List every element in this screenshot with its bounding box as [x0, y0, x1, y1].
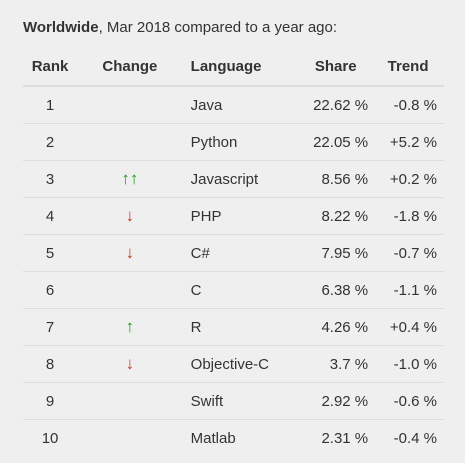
- language-cell: Python: [182, 123, 300, 161]
- table-row: 2 Python 22.05 % +5.2 %: [23, 123, 444, 161]
- rank-cell: 7: [23, 308, 78, 346]
- table-row: 4 ↓ PHP 8.22 % -1.8 %: [23, 197, 444, 235]
- double-up-arrow-icon: ↑↑: [121, 169, 139, 188]
- table-row: 6 C 6.38 % -1.1 %: [23, 271, 444, 309]
- rank-cell: 10: [41, 429, 59, 447]
- share-cell: 22.05 %: [299, 123, 373, 161]
- caption-text: , Mar 2018 compared to a year ago:: [98, 19, 338, 36]
- change-cell: ↑↑: [77, 160, 183, 198]
- share-cell: 3.7 %: [299, 345, 373, 383]
- language-cell: Java: [182, 86, 300, 124]
- change-cell: [77, 86, 183, 124]
- rank-cell: 3: [23, 160, 78, 198]
- rank-cell: 6: [23, 271, 78, 309]
- trend-cell: -0.4 %: [393, 429, 437, 447]
- share-cell: 8.22 %: [299, 197, 373, 235]
- language-cell: Matlab: [190, 429, 236, 447]
- change-cell: [77, 382, 183, 420]
- header-rank: Rank: [23, 48, 78, 87]
- header-change: Change: [77, 48, 183, 87]
- trend-cell: -0.8 %: [372, 86, 444, 124]
- rank-cell: 1: [23, 86, 78, 124]
- rank-cell: 4: [23, 197, 78, 235]
- change-cell: [77, 123, 183, 161]
- caption-scope: Worldwide: [23, 19, 99, 36]
- language-cell: C#: [182, 234, 300, 272]
- trend-cell: -1.1 %: [372, 271, 444, 309]
- change-cell: ↑: [77, 308, 183, 346]
- language-cell: PHP: [182, 197, 300, 235]
- share-cell: 2.92 %: [299, 382, 373, 420]
- rank-cell: 8: [23, 345, 78, 383]
- up-arrow-icon: ↑: [125, 317, 135, 336]
- table-row: 1 Java 22.62 % -0.8 %: [23, 86, 444, 124]
- language-cell: Javascript: [182, 160, 300, 198]
- header-row: Rank Change Language Share Trend: [23, 48, 444, 87]
- down-arrow-icon: ↓: [125, 243, 135, 262]
- language-cell: Swift: [182, 382, 300, 420]
- table-row: 10 Matlab 2.31 % -0.4 %: [23, 420, 444, 457]
- table-row: 5 ↓ C# 7.95 % -0.7 %: [23, 234, 444, 272]
- table-row: 3 ↑↑ Javascript 8.56 % +0.2 %: [23, 160, 444, 198]
- table-row: 9 Swift 2.92 % -0.6 %: [23, 382, 444, 420]
- down-arrow-icon: ↓: [125, 206, 135, 225]
- change-cell: [77, 420, 183, 457]
- language-cell: R: [182, 308, 300, 346]
- trend-cell: +5.2 %: [372, 123, 444, 161]
- rank-cell: 2: [23, 123, 78, 161]
- language-cell: C: [182, 271, 300, 309]
- trend-cell: -0.7 %: [372, 234, 444, 272]
- trend-cell: -1.0 %: [372, 345, 444, 383]
- trend-cell: +0.2 %: [372, 160, 444, 198]
- language-cell: Objective-C: [182, 345, 300, 383]
- share-cell: 7.95 %: [299, 234, 373, 272]
- header-share: Share: [299, 48, 373, 87]
- share-cell: 8.56 %: [299, 160, 373, 198]
- rank-cell: 5: [23, 234, 78, 272]
- header-language: Language: [182, 48, 300, 87]
- trend-cell: -0.6 %: [372, 382, 444, 420]
- language-ranking-table: Rank Change Language Share Trend 1 Java 22…: [23, 48, 444, 456]
- share-cell: 6.38 %: [299, 271, 373, 309]
- trend-cell: +0.4 %: [372, 308, 444, 346]
- table-row: 8 ↓ Objective-C 3.7 % -1.0 %: [23, 345, 444, 383]
- rank-cell: 9: [23, 382, 78, 420]
- share-cell: 22.62 %: [299, 86, 373, 124]
- header-trend: Trend: [372, 48, 444, 87]
- change-cell: ↓: [77, 197, 183, 235]
- down-arrow-icon: ↓: [125, 354, 135, 373]
- trend-cell: -1.8 %: [372, 197, 444, 235]
- change-cell: ↓: [77, 234, 183, 272]
- change-cell: [77, 271, 183, 309]
- table-caption: Worldwide, Mar 2018 compared to a year a…: [23, 18, 337, 38]
- table-row: 7 ↑ R 4.26 % +0.4 %: [23, 308, 444, 346]
- share-cell: 2.31 %: [321, 429, 369, 447]
- change-cell: ↓: [77, 345, 183, 383]
- share-cell: 4.26 %: [299, 308, 373, 346]
